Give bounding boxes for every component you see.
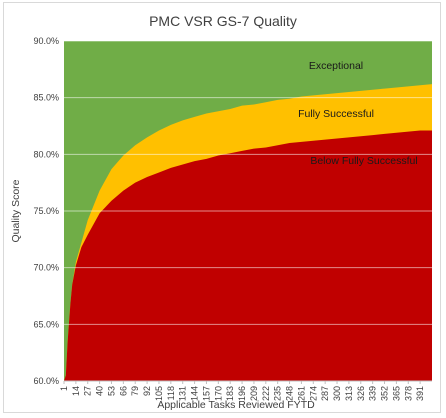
annotation-exceptional: Exceptional xyxy=(309,60,363,72)
y-tick-label: 75.0% xyxy=(33,206,59,216)
x-tick-label: 365 xyxy=(391,386,401,401)
gridlines xyxy=(64,40,432,382)
x-tick-label: 40 xyxy=(95,386,105,396)
x-tick-label: 287 xyxy=(320,386,330,401)
x-tick-label: 144 xyxy=(190,386,200,401)
y-tick-label: 65.0% xyxy=(33,319,59,329)
x-axis-label: Applicable Tasks Reviewed FYTD xyxy=(157,399,315,411)
x-tick-label: 79 xyxy=(130,386,140,396)
x-tick-label: 248 xyxy=(285,386,295,401)
y-axis-ticks: 60.0% 65.0% 70.0% 75.0% 80.0% 85.0% 90.0% xyxy=(33,36,59,386)
x-tick-label: 131 xyxy=(178,386,188,401)
y-tick-label: 80.0% xyxy=(33,149,59,159)
x-tick-label: 300 xyxy=(332,386,342,401)
quality-chart: PMC VSR GS-7 Quality 60.0% 65.0% 70.0% 75.0… xyxy=(10,13,432,411)
x-tick-label: 1 xyxy=(59,386,69,391)
x-tick-label: 235 xyxy=(273,386,283,401)
x-tick-label: 170 xyxy=(213,386,223,401)
x-tick-label: 378 xyxy=(403,386,413,401)
x-tick-label: 196 xyxy=(237,386,247,401)
x-tick-label: 209 xyxy=(249,386,259,401)
x-axis-ticks: 1 14 27 40 53 66 79 92 105 118 131 144 157 170 183 196 2… xyxy=(59,381,425,401)
y-tick-label: 60.0% xyxy=(33,376,59,386)
x-tick-label: 326 xyxy=(356,386,366,401)
y-axis-label: Quality Score xyxy=(10,179,22,242)
x-tick-label: 222 xyxy=(261,386,271,401)
y-tick-label: 90.0% xyxy=(33,36,59,46)
series-below-fully-successful-area xyxy=(64,130,432,381)
x-tick-label: 118 xyxy=(166,386,176,400)
x-tick-label: 92 xyxy=(142,386,152,396)
x-tick-label: 66 xyxy=(118,386,128,396)
y-tick-label: 85.0% xyxy=(33,93,59,103)
chart-frame: PMC VSR GS-7 Quality 60.0% 65.0% 70.0% 75.0… xyxy=(3,2,441,413)
x-tick-label: 339 xyxy=(368,386,378,401)
annotation-fully-successful: Fully Successful xyxy=(298,108,374,120)
x-tick-label: 313 xyxy=(344,386,354,401)
x-tick-label: 157 xyxy=(201,386,211,401)
x-tick-label: 53 xyxy=(106,386,116,396)
x-tick-label: 27 xyxy=(83,386,93,396)
y-tick-label: 70.0% xyxy=(33,263,59,273)
x-tick-label: 261 xyxy=(296,386,306,401)
chart-title: PMC VSR GS-7 Quality xyxy=(149,13,297,29)
x-tick-label: 105 xyxy=(154,386,164,401)
annotation-below-fully-successful: Below Fully Successful xyxy=(310,155,417,167)
x-tick-label: 391 xyxy=(415,386,425,401)
x-tick-label: 183 xyxy=(225,386,235,401)
x-tick-label: 274 xyxy=(308,386,318,401)
x-tick-label: 352 xyxy=(380,386,390,401)
x-tick-label: 14 xyxy=(71,386,81,396)
